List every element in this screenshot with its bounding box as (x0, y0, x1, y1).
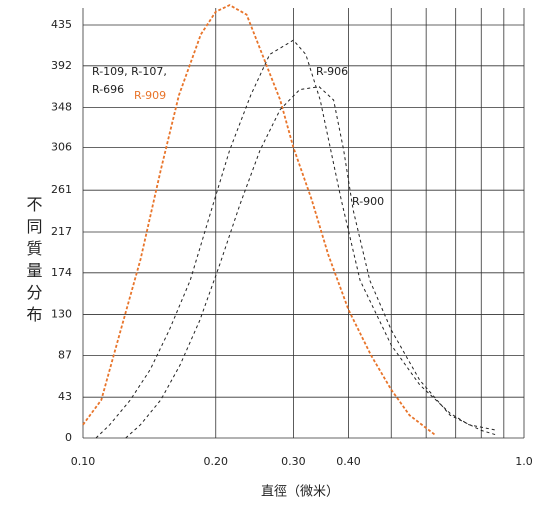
y-tick-label: 392 (51, 59, 72, 72)
x-axis-label: 直徑（微米） (261, 485, 339, 500)
annotation: R-696 (92, 83, 124, 96)
series-label: R-906 (316, 65, 348, 78)
series-label: R-909 (134, 89, 166, 102)
y-tick-label: 261 (51, 183, 72, 196)
y-tick-label: 306 (51, 140, 72, 153)
x-tick-label: 0.30 (281, 455, 306, 468)
y-tick-label: 0 (65, 431, 72, 444)
y-tick-label: 87 (58, 348, 72, 361)
y-axis-label: 不同質量分布 (24, 196, 43, 328)
x-tick-label: 0.40 (336, 455, 361, 468)
y-tick-label: 43 (58, 390, 72, 403)
x-tick-label: 1.0 (515, 455, 533, 468)
y-tick-label: 174 (51, 266, 72, 279)
annotation: R-109, R-107, (92, 65, 167, 78)
data-line (82, 4, 437, 436)
series-label: R-900 (352, 195, 384, 208)
data-line (125, 86, 498, 439)
y-tick-label: 435 (51, 18, 72, 31)
x-tick-label: 0.10 (71, 455, 96, 468)
y-tick-label: 130 (51, 308, 72, 321)
y-tick-label: 348 (51, 101, 72, 114)
data-line (95, 39, 498, 439)
x-tick-label: 0.20 (204, 455, 229, 468)
y-tick-label: 217 (51, 225, 72, 238)
